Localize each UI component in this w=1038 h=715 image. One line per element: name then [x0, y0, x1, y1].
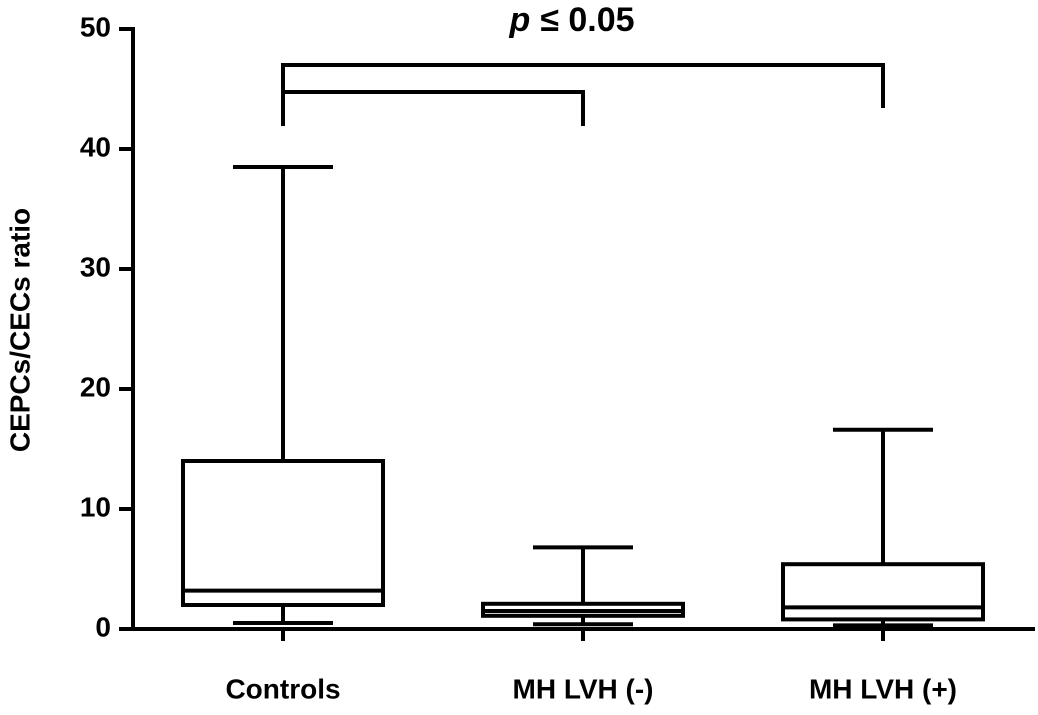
annotation-italic: p — [508, 1, 530, 39]
bracket — [283, 90, 585, 126]
box — [781, 562, 985, 622]
y-tick-label: 0 — [95, 611, 111, 642]
x-tick-label: MH LVH (-) — [513, 673, 654, 704]
x-tick-label: Controls — [225, 673, 340, 704]
annotation-text: ≤ 0.05 — [540, 1, 634, 39]
x-tick-label: MH LVH (+) — [809, 673, 957, 704]
box — [181, 459, 385, 607]
y-tick-label: 20 — [80, 371, 111, 402]
bracket — [281, 63, 885, 126]
y-tick-label: 30 — [80, 251, 111, 282]
annotation: p ≤ 0.05 — [508, 1, 634, 39]
y-tick-label: 40 — [80, 131, 111, 162]
y-tick-label: 50 — [80, 11, 111, 42]
y-axis-label: CEPCs/CECs ratio — [4, 208, 35, 452]
y-tick-label: 10 — [80, 491, 111, 522]
